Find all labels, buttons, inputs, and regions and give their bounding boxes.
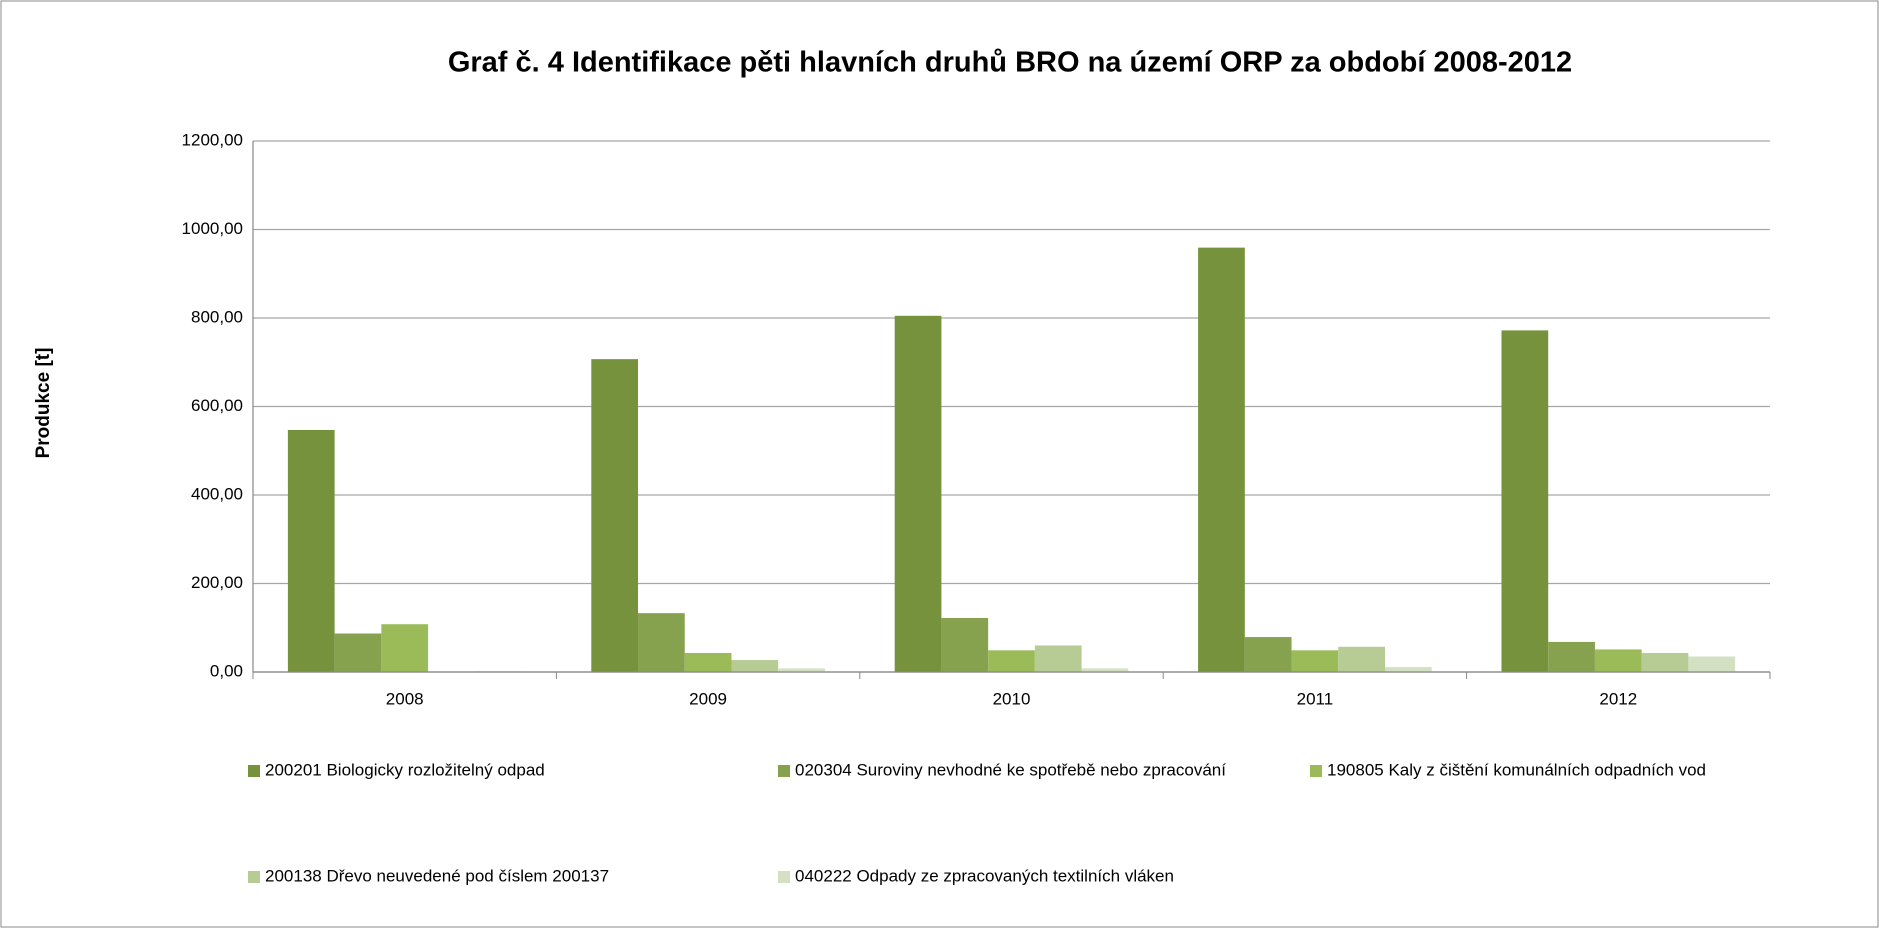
y-tick-label: 600,00 [191,396,243,415]
legend-swatch [778,765,790,777]
legend-swatch [248,871,260,883]
legend-swatch [778,871,790,883]
legend-swatch [1310,765,1322,777]
bar [287,429,335,672]
y-axis-label: Produkce [t] [33,348,54,459]
legend-label: 190805 Kaly z čištění komunálních odpadn… [1327,760,1706,779]
y-tick-label: 1000,00 [182,219,243,238]
bar [1081,668,1129,672]
bar [1338,646,1385,672]
bar [1384,667,1432,672]
bar [1034,645,1082,672]
bar [1594,649,1642,672]
x-tick-label: 2010 [993,689,1031,708]
x-tick-label: 2012 [1599,689,1637,708]
x-tick-label: 2009 [689,689,727,708]
bar [381,624,429,672]
bar [1688,656,1736,672]
y-tick-label: 800,00 [191,307,243,326]
bar [334,633,382,672]
x-tick-label: 2008 [386,689,424,708]
legend-label: 020304 Suroviny nevhodné ke spotřebě neb… [795,760,1226,779]
chart-title: Graf č. 4 Identifikace pěti hlavních dru… [448,47,1572,79]
x-tick-label: 2011 [1297,689,1334,708]
bar [638,613,685,672]
y-tick-label: 0,00 [210,661,243,680]
y-tick-label: 1200,00 [182,130,243,149]
bar [1501,330,1549,672]
bar [1641,652,1689,672]
bar [731,660,779,672]
bar [941,618,989,672]
bar [778,668,825,672]
bar [1548,641,1595,672]
bar [1198,247,1245,672]
legend-swatch [248,765,260,777]
y-tick-label: 400,00 [191,484,243,503]
legend-label: 040222 Odpady ze zpracovaných textilních… [795,866,1174,885]
bar [1244,637,1292,672]
bar [591,359,639,672]
bar [988,650,1035,672]
bar [1291,650,1339,672]
legend-label: 200138 Dřevo neuvedené pod číslem 200137 [265,866,609,885]
legend-label: 200201 Biologicky rozložitelný odpad [265,760,545,779]
bar [894,315,942,672]
bar [684,652,732,672]
y-tick-label: 200,00 [191,573,243,592]
